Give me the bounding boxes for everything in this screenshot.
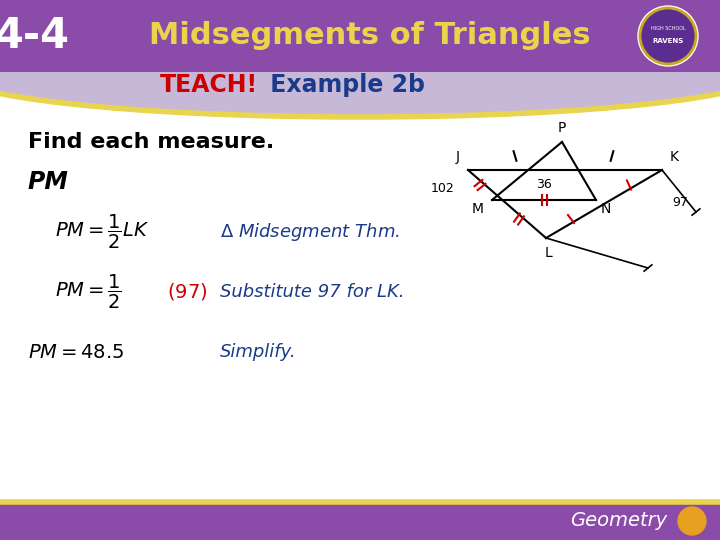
Circle shape — [640, 8, 696, 64]
Text: PM: PM — [28, 170, 69, 194]
Text: HIGH SCHOOL: HIGH SCHOOL — [651, 25, 685, 30]
Text: 97: 97 — [672, 195, 688, 208]
Text: P: P — [558, 121, 566, 135]
Text: RAVENS: RAVENS — [652, 38, 683, 44]
Text: Geometry: Geometry — [570, 511, 667, 530]
Text: $(97)$: $(97)$ — [167, 281, 207, 302]
Text: J: J — [456, 150, 460, 164]
Text: L: L — [544, 246, 552, 260]
Ellipse shape — [0, 27, 720, 117]
Text: 102: 102 — [431, 181, 454, 194]
Text: K: K — [670, 150, 679, 164]
Text: Example 2b: Example 2b — [262, 73, 425, 97]
Bar — [0, 0, 720, 72]
Bar — [0, 0, 720, 72]
Text: $\mathit{PM} = \dfrac{1}{2}\mathit{LK}$: $\mathit{PM} = \dfrac{1}{2}\mathit{LK}$ — [55, 213, 149, 251]
Text: TEACH!: TEACH! — [160, 73, 258, 97]
Text: $\Delta$ Midsegment Thm.: $\Delta$ Midsegment Thm. — [220, 221, 400, 243]
Text: $\mathit{PM} = 48.5$: $\mathit{PM} = 48.5$ — [28, 342, 125, 361]
Text: Simplify.: Simplify. — [220, 343, 297, 361]
Text: Midsegments of Triangles: Midsegments of Triangles — [149, 22, 591, 51]
Text: 4-4: 4-4 — [0, 15, 70, 57]
Bar — [0, 502, 720, 540]
Text: Find each measure.: Find each measure. — [28, 132, 274, 152]
Circle shape — [678, 507, 706, 535]
Circle shape — [638, 6, 698, 66]
Text: Substitute 97 for LK.: Substitute 97 for LK. — [220, 283, 405, 301]
Text: N: N — [601, 202, 611, 216]
Text: M: M — [472, 202, 484, 216]
Text: $\mathit{PM} = \dfrac{1}{2}$: $\mathit{PM} = \dfrac{1}{2}$ — [55, 273, 122, 311]
Text: 36: 36 — [536, 178, 552, 191]
